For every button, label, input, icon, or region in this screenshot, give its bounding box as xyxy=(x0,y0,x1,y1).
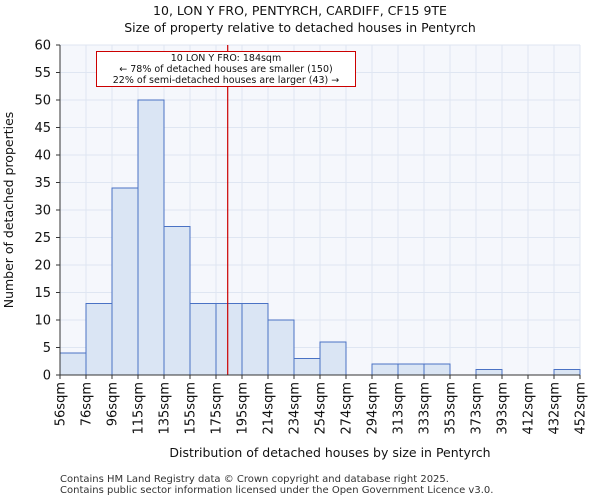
bar xyxy=(189,303,217,376)
bar xyxy=(85,303,113,376)
annotation-box: 10 LON Y FRO: 184sqm ← 78% of detached h… xyxy=(96,51,356,87)
bar xyxy=(293,358,321,376)
bar xyxy=(59,352,87,376)
y-tick-label: 35 xyxy=(34,176,51,191)
y-tick-label: 60 xyxy=(34,39,51,54)
x-tick-label: 313sqm xyxy=(392,382,407,435)
bar xyxy=(137,99,165,376)
x-tick-label: 115sqm xyxy=(132,382,147,435)
y-tick-label: 5 xyxy=(43,341,51,356)
x-tick-label: 155sqm xyxy=(184,382,199,435)
y-tick-label: 50 xyxy=(34,94,51,109)
bar xyxy=(553,369,581,376)
x-tick-label: 76sqm xyxy=(80,382,95,426)
annotation-line-3: 22% of semi-detached houses are larger (… xyxy=(112,75,340,86)
bar xyxy=(371,363,399,376)
bar xyxy=(241,303,269,376)
y-tick-label: 10 xyxy=(34,314,51,329)
x-tick-label: 135sqm xyxy=(158,382,173,435)
x-tick-label: 294sqm xyxy=(366,382,381,435)
footer-line-2: Contains public sector information licen… xyxy=(60,485,494,496)
x-tick-label: 234sqm xyxy=(288,382,303,435)
bar xyxy=(475,369,503,376)
x-tick-label: 175sqm xyxy=(210,382,225,435)
x-tick-label: 373sqm xyxy=(470,382,485,435)
footer-line-1: Contains HM Land Registry data © Crown c… xyxy=(60,474,449,485)
y-tick-label: 15 xyxy=(34,286,51,301)
y-tick-label: 30 xyxy=(34,204,51,219)
chart-title: 10, LON Y FRO, PENTYRCH, CARDIFF, CF15 9… xyxy=(153,3,447,18)
x-tick-label: 393sqm xyxy=(496,382,511,435)
y-tick-label: 25 xyxy=(34,231,51,246)
y-tick-label: 55 xyxy=(34,66,51,81)
annotation-line-2: ← 78% of detached houses are smaller (15… xyxy=(119,64,333,75)
bar xyxy=(111,187,139,376)
bar xyxy=(163,226,191,376)
x-tick-label: 412sqm xyxy=(522,382,537,435)
bar xyxy=(267,319,295,376)
bar xyxy=(215,303,243,376)
x-tick-label: 254sqm xyxy=(314,382,329,435)
y-tick-label: 45 xyxy=(34,121,51,136)
y-axis-label: Number of detached properties xyxy=(1,112,16,309)
x-tick-label: 96sqm xyxy=(106,382,121,426)
bar xyxy=(423,363,451,376)
x-tick-label: 274sqm xyxy=(340,382,355,435)
x-tick-label: 353sqm xyxy=(444,382,459,435)
x-tick-label: 195sqm xyxy=(236,382,251,435)
x-tick-label: 214sqm xyxy=(262,382,277,435)
y-tick-label: 20 xyxy=(34,259,51,274)
x-tick-label: 432sqm xyxy=(548,382,563,435)
y-tick-label: 0 xyxy=(43,369,51,384)
x-tick-label: 56sqm xyxy=(54,382,69,426)
chart-subtitle: Size of property relative to detached ho… xyxy=(124,20,476,35)
x-tick-label: 333sqm xyxy=(418,382,433,435)
x-axis-label: Distribution of detached houses by size … xyxy=(169,445,490,460)
bar xyxy=(397,363,425,376)
bar xyxy=(319,341,347,376)
y-tick-label: 40 xyxy=(34,149,51,164)
annotation-line-1: 10 LON Y FRO: 184sqm xyxy=(170,53,282,64)
x-tick-label: 452sqm xyxy=(574,382,589,435)
